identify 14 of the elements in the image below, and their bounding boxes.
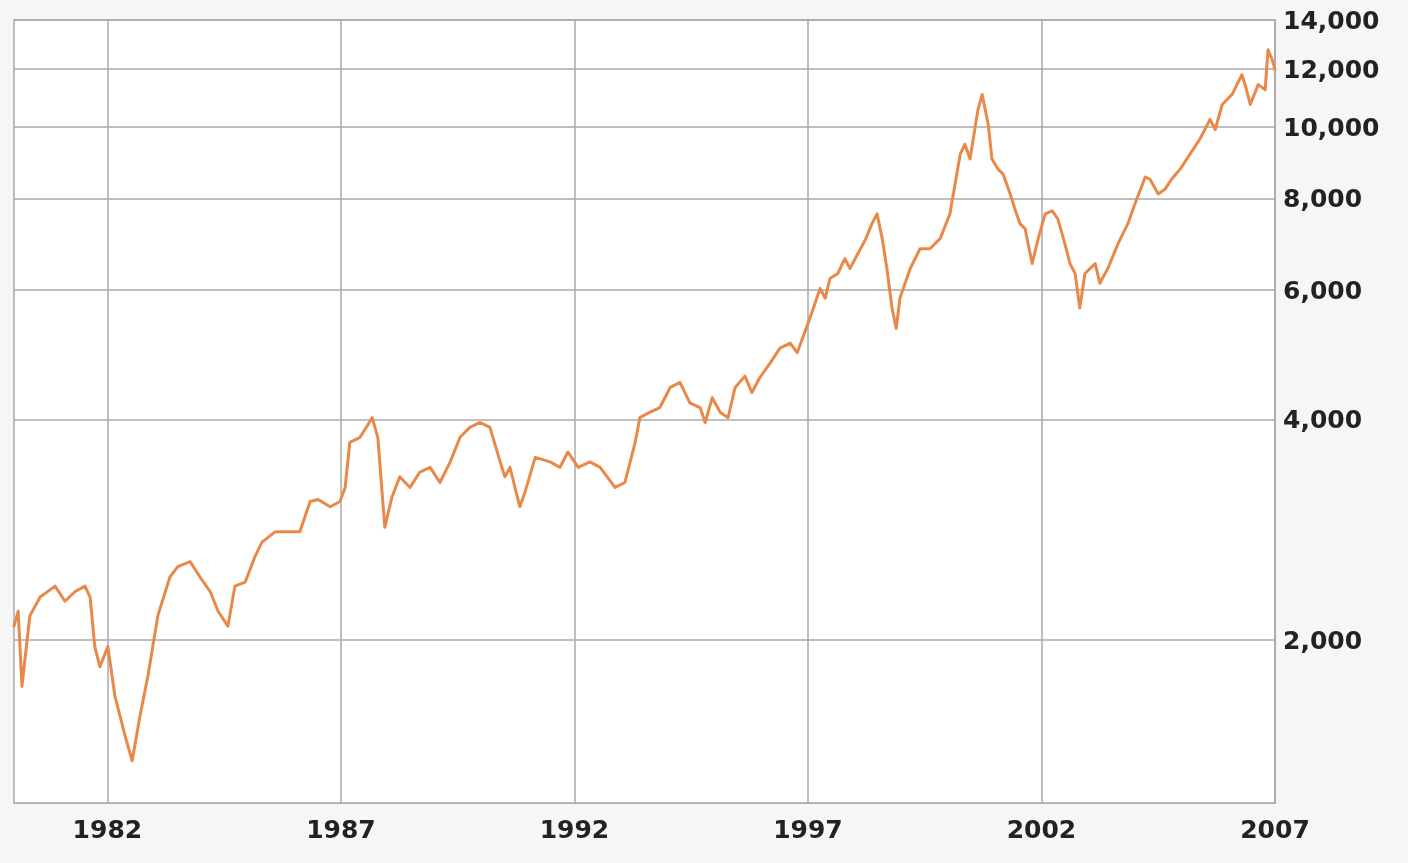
x-tick-label: 1987 <box>306 815 376 844</box>
y-tick-label: 2,000 <box>1283 625 1363 655</box>
x-tick-label: 2007 <box>1240 815 1310 844</box>
y-tick-label: 10,000 <box>1283 112 1380 142</box>
y-tick-label: 12,000 <box>1283 54 1380 84</box>
y-tick-label: 6,000 <box>1283 275 1363 305</box>
y-tick-label: 8,000 <box>1283 183 1363 213</box>
y-tick-label: 4,000 <box>1283 404 1363 434</box>
x-tick-label: 2002 <box>1006 815 1077 844</box>
x-tick-label: 1997 <box>773 815 843 844</box>
y-tick-label: 14,000 <box>1283 5 1380 35</box>
x-tick-label: 1982 <box>72 815 143 844</box>
line-series <box>12 48 1277 763</box>
x-tick-label: 1992 <box>539 815 610 844</box>
